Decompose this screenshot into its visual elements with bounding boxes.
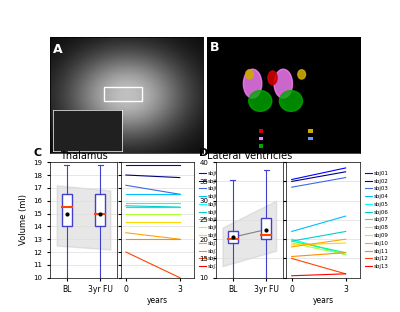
Text: B: B [210,41,219,54]
Title: Lateral Ventricles: Lateral Ventricles [207,151,292,161]
FancyBboxPatch shape [95,194,105,226]
X-axis label: years: years [312,296,334,305]
Title: Thalamus: Thalamus [60,151,107,161]
Text: C: C [33,149,41,158]
X-axis label: years: years [147,296,168,305]
Ellipse shape [246,70,253,79]
Legend: sbj01, sbj02, sbj03, sbj04, sbj05, sbj06, sbj07, sbj08, sbj09, sbj10, sbj11, sbj: sbj01, sbj02, sbj03, sbj04, sbj05, sbj06… [363,168,390,271]
Ellipse shape [249,90,272,111]
Ellipse shape [298,70,306,79]
Text: A: A [53,43,63,56]
Legend: sbj01, sbj02, sbj03, sbj04, sbj05, sbj06, sbj07, sbj08, sbj09, sbj10, sbj11, sbj: sbj01, sbj02, sbj03, sbj04, sbj05, sbj06… [197,168,224,271]
FancyBboxPatch shape [62,194,72,226]
Ellipse shape [243,69,262,98]
Ellipse shape [274,69,292,98]
Ellipse shape [280,90,302,111]
FancyBboxPatch shape [228,232,238,243]
Ellipse shape [268,71,277,85]
Legend: Lateral Ventricle, Putamen, Thalamus, Caudate Nucleus, Pallidum: Lateral Ventricle, Putamen, Thalamus, Ca… [257,127,358,150]
Text: D: D [199,149,208,158]
Y-axis label: Volume (ml): Volume (ml) [19,194,28,246]
FancyBboxPatch shape [261,218,271,239]
